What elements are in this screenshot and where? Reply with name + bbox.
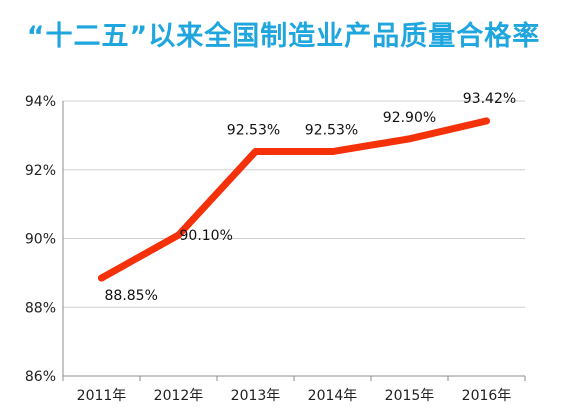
data-label: 88.85%	[105, 288, 158, 304]
x-tick-label: 2014年	[308, 388, 358, 404]
y-tick-label: 90%	[25, 232, 56, 248]
x-tick-label: 2013年	[231, 388, 281, 404]
data-point	[252, 148, 259, 156]
data-point	[483, 117, 490, 125]
data-point	[329, 148, 336, 156]
data-point	[175, 231, 182, 239]
y-tick-label: 94%	[25, 94, 56, 110]
x-tick-label: 2011年	[77, 388, 127, 404]
x-tick-label: 2015年	[385, 388, 435, 404]
chart-title: “十二五”以来全国制造业产品质量合格率	[26, 21, 541, 52]
y-tick-label: 86%	[25, 369, 56, 385]
x-tick-label: 2016年	[462, 388, 512, 404]
data-point	[406, 135, 413, 143]
y-tick-label: 88%	[25, 300, 56, 316]
data-label: 92.90%	[383, 110, 436, 126]
y-tick-label: 92%	[25, 163, 56, 179]
series-line	[98, 117, 490, 282]
data-label: 92.53%	[305, 123, 358, 139]
data-point	[98, 274, 105, 282]
data-label: 93.42%	[463, 91, 516, 107]
x-tick-label: 2012年	[154, 388, 204, 404]
data-label: 90.10%	[180, 228, 233, 244]
data-label: 92.53%	[227, 123, 280, 139]
